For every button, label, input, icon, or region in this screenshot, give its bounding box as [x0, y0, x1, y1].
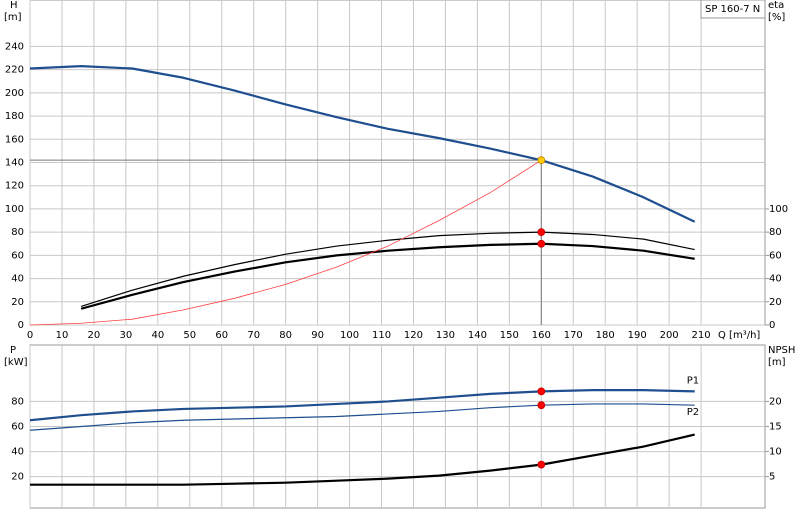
y2-tick-label: 60 — [769, 250, 782, 261]
marker — [537, 401, 546, 410]
x-tick-label: 150 — [500, 330, 519, 341]
x-tick-label: 140 — [468, 330, 487, 341]
x-tick-label: 70 — [247, 330, 260, 341]
series-line — [30, 433, 695, 486]
x-axis-label: Q [m³/h] — [718, 330, 760, 341]
series-line — [29, 65, 696, 223]
x-tick-label: 130 — [436, 330, 455, 341]
series-line — [29, 159, 542, 326]
marker — [537, 228, 546, 237]
y2-tick-label: 40 — [769, 274, 782, 285]
x-tick-label: 210 — [692, 330, 711, 341]
marker — [537, 460, 546, 469]
x-tick-label: 170 — [564, 330, 583, 341]
y-tick-label: 220 — [5, 65, 24, 76]
x-tick-label: 120 — [404, 330, 423, 341]
x-tick-label: 30 — [120, 330, 133, 341]
x-tick-label: 40 — [151, 330, 164, 341]
y-tick-label: 40 — [11, 274, 24, 285]
y-tick-label: 40 — [11, 447, 24, 458]
y-tick-label: 20 — [11, 297, 24, 308]
y-tick-label: 100 — [5, 204, 24, 215]
y-axis-label: P — [10, 345, 16, 356]
series-line — [29, 389, 695, 422]
marker — [537, 239, 546, 248]
x-tick-label: 20 — [88, 330, 101, 341]
chart-title: SP 160-7 N — [705, 4, 760, 15]
y-tick-label: 140 — [5, 158, 24, 169]
y2-tick-label: 10 — [769, 447, 782, 458]
marker — [537, 156, 546, 165]
title-box — [700, 0, 766, 19]
series-line — [80, 242, 695, 310]
y-axis-unit: [kW] — [4, 357, 28, 368]
series-label: P2 — [687, 407, 699, 418]
y-tick-label: 180 — [5, 111, 24, 122]
y2-axis-label: eta — [768, 0, 784, 11]
x-tick-label: 190 — [628, 330, 647, 341]
y2-axis-unit: [m] — [768, 357, 786, 368]
y-axis-label: H — [10, 0, 18, 11]
y2-tick-label: 20 — [769, 396, 782, 407]
y-tick-label: 200 — [5, 88, 24, 99]
y2-tick-label: 20 — [769, 297, 782, 308]
y-axis-unit: [m] — [4, 12, 22, 23]
x-tick-label: 50 — [183, 330, 196, 341]
x-tick-label: 60 — [215, 330, 228, 341]
y-tick-label: 160 — [5, 134, 24, 145]
x-tick-label: 90 — [311, 330, 324, 341]
series-line — [29, 403, 695, 431]
x-tick-label: 180 — [596, 330, 615, 341]
y2-tick-label: 100 — [769, 204, 788, 215]
y-tick-label: 20 — [11, 472, 24, 483]
x-tick-label: 100 — [340, 330, 359, 341]
y2-tick-label: 80 — [769, 227, 782, 238]
y2-tick-label: 5 — [769, 472, 775, 483]
y-tick-label: 0 — [18, 320, 24, 331]
y2-axis-unit: [%] — [768, 12, 785, 23]
series-line — [80, 231, 695, 308]
y-tick-label: 80 — [11, 227, 24, 238]
y-tick-label: 120 — [5, 181, 24, 192]
x-tick-label: 110 — [372, 330, 391, 341]
x-tick-label: 160 — [532, 330, 551, 341]
y-tick-label: 60 — [11, 250, 24, 261]
x-tick-label: 0 — [27, 330, 33, 341]
y-tick-label: 240 — [5, 41, 24, 52]
y2-tick-label: 0 — [769, 320, 775, 331]
y2-tick-label: 15 — [769, 422, 782, 433]
x-tick-label: 10 — [56, 330, 69, 341]
series-label: P1 — [687, 375, 699, 386]
y-tick-label: 60 — [11, 422, 24, 433]
marker — [537, 387, 546, 396]
x-tick-label: 200 — [660, 330, 679, 341]
y2-axis-label: NPSH — [768, 345, 795, 356]
x-tick-label: 80 — [279, 330, 292, 341]
y-tick-label: 80 — [11, 396, 24, 407]
